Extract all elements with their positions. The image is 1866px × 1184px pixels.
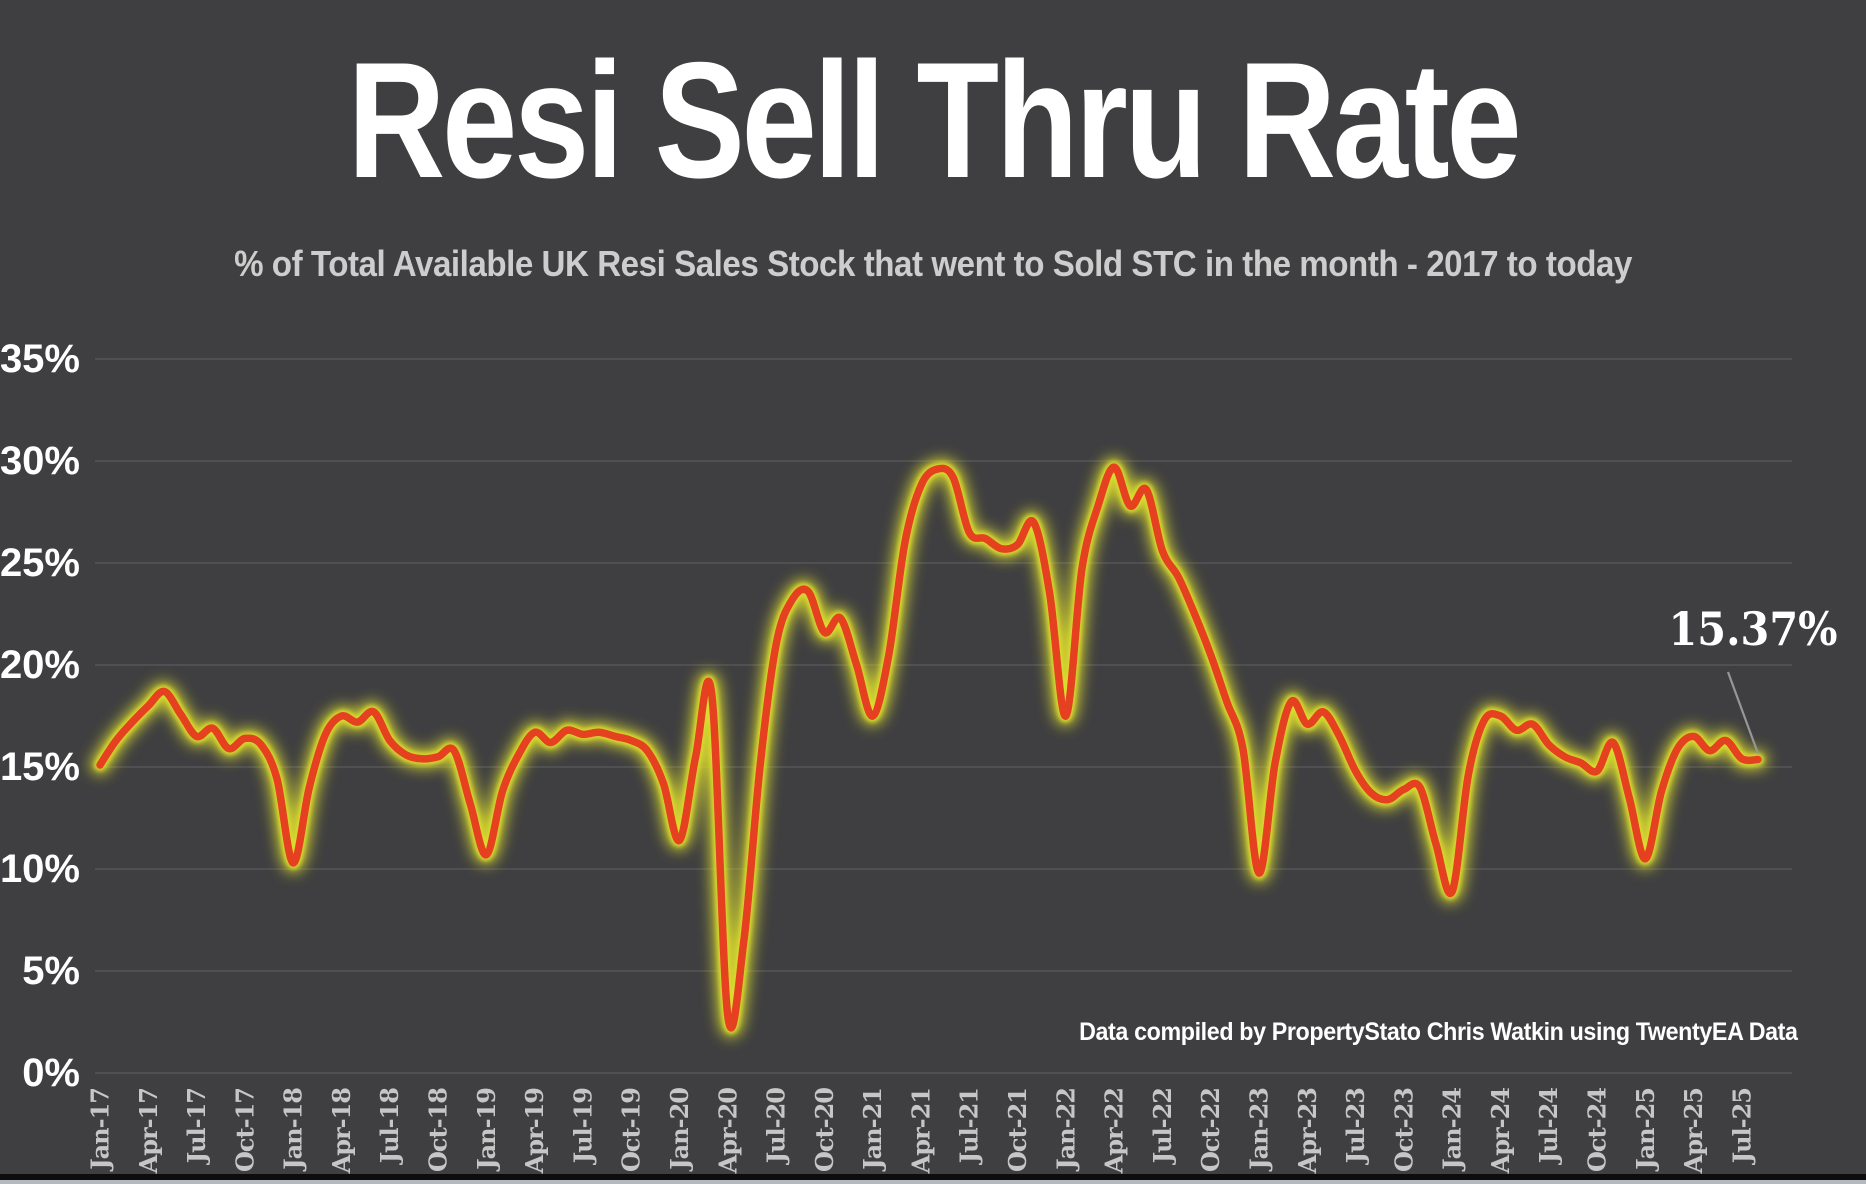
y-axis-labels: 0% 5% 10% 15% 20% 25% 30% 35% xyxy=(0,337,80,1095)
x-axis-tick-label: Apr-19 xyxy=(520,1088,549,1175)
x-axis-tick-label: Apr-21 xyxy=(907,1088,936,1174)
x-axis-tick-label: Jul-17 xyxy=(182,1088,211,1165)
x-axis-tick-label: Jan-17 xyxy=(86,1088,115,1172)
x-axis-tick-label: Oct-17 xyxy=(230,1088,259,1172)
x-axis-tick-label: Jan-18 xyxy=(279,1088,308,1172)
x-axis-tick-label: Jan-24 xyxy=(1438,1088,1467,1172)
window-bottom-edge xyxy=(0,1180,1866,1184)
chart-subtitle: % of Total Available UK Resi Sales Stock… xyxy=(234,243,1632,284)
series-glow-inner xyxy=(94,461,1764,1034)
x-axis-tick-label: Oct-18 xyxy=(424,1088,453,1172)
chart-title: Resi Sell Thru Rate xyxy=(347,28,1522,212)
x-axis-tick-label: Jul-19 xyxy=(568,1088,597,1166)
y-axis-tick-label: 25% xyxy=(0,541,80,585)
x-axis-tick-label: Jan-19 xyxy=(472,1088,501,1172)
x-axis-tick-label: Jan-23 xyxy=(1245,1088,1274,1172)
x-axis-tick-label: Apr-23 xyxy=(1293,1088,1322,1175)
y-axis-tick-label: 30% xyxy=(0,439,80,483)
x-axis-tick-label: Oct-23 xyxy=(1389,1088,1418,1172)
x-axis-tick-label: Jul-20 xyxy=(762,1088,791,1166)
series-glow-outer xyxy=(90,457,1768,1038)
series-line xyxy=(96,463,1762,1032)
x-axis-tick-label: Jul-18 xyxy=(375,1088,404,1166)
x-axis-tick-label: Apr-22 xyxy=(1100,1088,1129,1174)
x-axis-tick-label: Oct-19 xyxy=(617,1088,646,1172)
y-axis-tick-label: 15% xyxy=(0,745,80,789)
data-credit-note: Data compiled by PropertyStato Chris Wat… xyxy=(1079,1018,1798,1046)
y-axis-tick-label: 0% xyxy=(22,1051,80,1095)
x-axis-tick-label: Apr-20 xyxy=(713,1088,742,1175)
last-value-annotation: 15.37% xyxy=(1668,602,1838,656)
x-axis-tick-label: Jan-25 xyxy=(1631,1088,1660,1172)
x-axis-tick-label: Apr-18 xyxy=(327,1088,356,1175)
x-axis-tick-label: Jul-25 xyxy=(1727,1088,1756,1165)
x-axis-tick-label: Oct-21 xyxy=(1003,1088,1032,1172)
y-axis-tick-label: 20% xyxy=(0,643,80,687)
x-axis-tick-label: Apr-17 xyxy=(134,1088,163,1174)
y-axis-tick-label: 5% xyxy=(22,949,80,993)
x-axis-tick-label: Apr-24 xyxy=(1486,1088,1515,1175)
x-axis-tick-label: Oct-20 xyxy=(810,1088,839,1172)
x-axis-tick-label: Jan-20 xyxy=(665,1088,694,1172)
series-layer xyxy=(90,457,1768,1038)
x-axis-tick-label: Jul-22 xyxy=(1148,1088,1177,1165)
x-axis-labels: Jan-17 Apr-17 Jul-17 Oct-17 Jan-18 Apr-18 Jul-… xyxy=(86,1088,1757,1175)
y-axis-tick-label: 10% xyxy=(0,847,80,891)
annotation-leader-line xyxy=(1726,671,1760,754)
x-axis-tick-label: Oct-22 xyxy=(1196,1088,1225,1172)
window-bottom-bar xyxy=(0,1174,1866,1180)
x-axis-tick-label: Jan-22 xyxy=(1051,1088,1080,1172)
x-axis-tick-label: Jul-23 xyxy=(1341,1088,1370,1166)
x-axis-tick-label: Jul-24 xyxy=(1534,1088,1563,1166)
x-axis-tick-label: Jul-21 xyxy=(955,1088,984,1165)
x-axis-tick-label: Oct-24 xyxy=(1583,1088,1612,1172)
x-axis-tick-label: Apr-25 xyxy=(1679,1088,1708,1174)
y-axis-tick-label: 35% xyxy=(0,337,80,381)
x-axis-tick-label: Jan-21 xyxy=(858,1088,887,1172)
